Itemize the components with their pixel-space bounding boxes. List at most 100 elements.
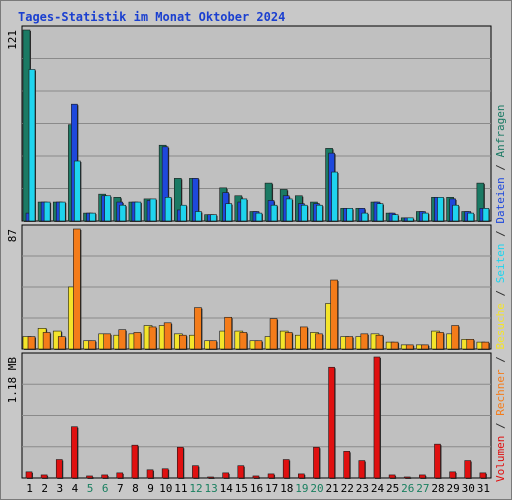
bar-rechner-day-25 <box>390 341 399 350</box>
bar-seiten-day-10 <box>164 197 172 222</box>
legend-separator: / <box>494 157 507 177</box>
bar-rechner-day-12 <box>194 307 202 350</box>
x-tick-label-14: 14 <box>220 482 234 495</box>
bar-rechner-day-20 <box>315 333 323 350</box>
bar-rechner-day-24 <box>375 334 384 350</box>
bar-rechner-day-11 <box>178 334 187 350</box>
bar-volumen-day-25 <box>388 474 396 479</box>
bar-seiten-day-9 <box>149 198 157 222</box>
bar-rechner-day-30 <box>466 339 475 350</box>
x-tick-label-8: 8 <box>132 482 139 495</box>
bar-rechner-day-13 <box>209 340 217 350</box>
legend-separator: / <box>494 416 507 436</box>
bar-volumen-day-20 <box>313 446 320 479</box>
legend-item-anfragen: Anfragen <box>494 104 507 157</box>
bar-volumen-day-9 <box>146 469 154 479</box>
legend-separator: / <box>494 283 507 303</box>
bar-volumen-day-26 <box>403 476 411 479</box>
x-tick-label-31: 31 <box>477 482 490 495</box>
x-tick-label-29: 29 <box>447 482 460 495</box>
x-tick-label-6: 6 <box>102 482 109 495</box>
x-tick-label-9: 9 <box>147 482 154 495</box>
bar-rechner-day-18 <box>284 332 293 350</box>
bar-rechner-day-8 <box>133 332 142 350</box>
bar-volumen-day-13 <box>207 476 214 479</box>
x-tick-label-27: 27 <box>416 482 429 495</box>
x-tick-label-2: 2 <box>41 482 48 495</box>
bar-shadow <box>208 477 215 479</box>
bar-volumen-day-4 <box>71 426 78 479</box>
bar-rechner-day-15 <box>239 332 248 350</box>
bar-seiten-day-23 <box>361 212 369 222</box>
bar-seiten-day-25 <box>391 214 399 222</box>
bar-seiten-day-14 <box>225 203 232 222</box>
ymax-label-volume: 1.18 MB <box>6 357 19 404</box>
bar-seiten-day-29 <box>452 204 459 222</box>
x-tick-label-1: 1 <box>26 482 33 495</box>
bar-seiten-day-13 <box>210 214 217 222</box>
bar-seiten-day-18 <box>285 198 293 222</box>
bar-seiten-day-1 <box>28 69 36 222</box>
bar-volumen-day-10 <box>161 468 169 479</box>
x-tick-label-11: 11 <box>174 482 187 495</box>
legend-item-dateien: Dateien <box>494 177 507 223</box>
x-tick-label-12: 12 <box>189 482 202 495</box>
bar-volumen-day-19 <box>298 473 305 479</box>
bar-volumen-day-21 <box>328 366 335 479</box>
bar-rechner-day-17 <box>269 318 278 350</box>
bar-rechner-day-26 <box>405 344 414 350</box>
bar-seiten-day-2 <box>43 201 51 222</box>
x-tick-label-10: 10 <box>159 482 172 495</box>
bar-seiten-day-17 <box>270 204 278 222</box>
bar-rechner-day-9 <box>148 326 157 350</box>
bar-volumen-day-16 <box>252 475 260 479</box>
bar-volumen-day-14 <box>222 472 229 479</box>
bar-rechner-day-7 <box>118 329 127 350</box>
bar-volumen-day-3 <box>55 459 63 479</box>
bar-rechner-day-29 <box>451 325 459 350</box>
bar-volumen-day-30 <box>464 460 472 479</box>
bar-seiten-day-7 <box>119 204 127 222</box>
bar-rechner-day-1 <box>27 336 36 350</box>
ymax-label-requests: 121 <box>6 30 19 50</box>
bar-rechner-day-16 <box>254 340 263 350</box>
bar-seiten-day-12 <box>195 211 202 222</box>
x-tick-label-16: 16 <box>250 482 263 495</box>
bar-rechner-day-10 <box>163 322 172 350</box>
x-tick-label-13: 13 <box>204 482 217 495</box>
bar-volumen-day-28 <box>434 443 441 479</box>
bar-seiten-day-28 <box>437 197 444 222</box>
bar-rechner-day-14 <box>224 316 232 350</box>
bar-volumen-day-29 <box>449 471 456 479</box>
ymax-label-visits: 87 <box>6 229 19 242</box>
x-tick-label-3: 3 <box>57 482 64 495</box>
legend-item-seiten: Seiten <box>494 244 507 284</box>
bar-seiten-day-15 <box>240 198 248 222</box>
legend-item-rechner: Rechner <box>494 369 507 416</box>
x-tick-label-7: 7 <box>117 482 124 495</box>
bar-rechner-day-19 <box>300 326 308 350</box>
bar-volumen-day-11 <box>176 446 184 479</box>
bar-volumen-day-18 <box>282 459 290 479</box>
bar-seiten-day-26 <box>406 217 414 222</box>
bar-seiten-day-6 <box>104 195 111 222</box>
bar-seiten-day-3 <box>58 201 66 222</box>
legend: Volumen / Rechner / Besuche / Seiten / D… <box>494 104 507 482</box>
x-tick-label-28: 28 <box>431 482 444 495</box>
bar-seiten-day-24 <box>376 203 384 222</box>
bar-volumen-day-7 <box>116 472 124 479</box>
bar-volumen-day-1 <box>25 471 33 479</box>
bar-rechner-day-4 <box>73 228 81 350</box>
bar-seiten-day-30 <box>467 212 475 222</box>
bar-volumen-day-15 <box>237 465 245 479</box>
bar-seiten-day-4 <box>74 160 81 222</box>
bar-volumen-day-27 <box>419 474 426 479</box>
bar-rechner-day-28 <box>436 332 444 350</box>
bar-volumen-day-17 <box>267 473 275 479</box>
bar-seiten-day-21 <box>331 171 338 222</box>
x-tick-label-15: 15 <box>235 482 248 495</box>
x-tick-label-24: 24 <box>371 482 385 495</box>
bar-seiten-day-27 <box>422 212 429 222</box>
bar-rechner-day-3 <box>57 336 66 350</box>
bar-rechner-day-6 <box>103 333 111 350</box>
